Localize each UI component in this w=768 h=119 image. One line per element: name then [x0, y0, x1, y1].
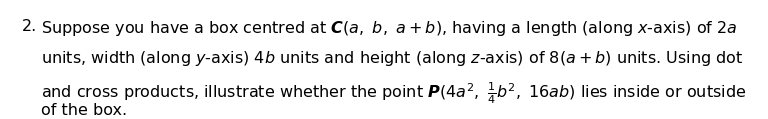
Text: and cross products, illustrate whether the point $\boldsymbol{P}(4a^2,\ \frac{1}: and cross products, illustrate whether t…: [41, 80, 746, 106]
Text: units, width (along $y$-axis) $4b$ units and height (along $z$-axis) of $8(a+b)$: units, width (along $y$-axis) $4b$ units…: [41, 49, 744, 68]
Text: of the box.: of the box.: [41, 103, 127, 118]
Text: 2.: 2.: [22, 19, 37, 34]
Text: Suppose you have a box centred at $\boldsymbol{C}(a,\ b,\ a+b)$, having a length: Suppose you have a box centred at $\bold…: [41, 19, 738, 38]
